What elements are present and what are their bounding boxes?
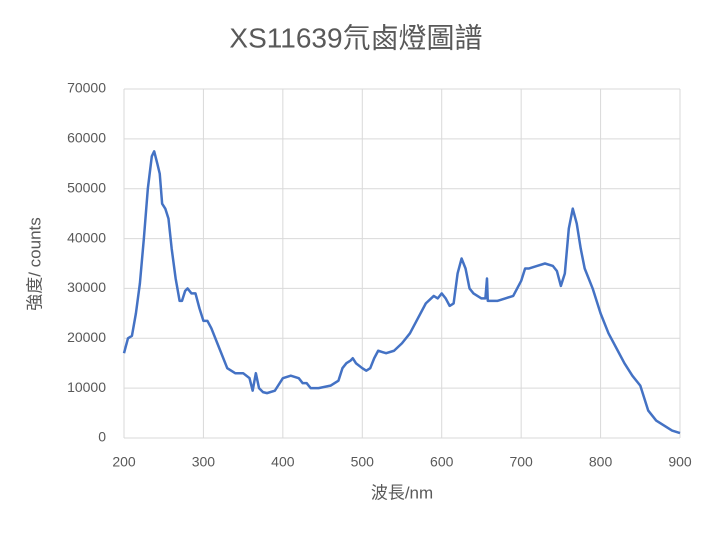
x-tick-label: 300	[192, 454, 216, 470]
y-tick-label: 10000	[67, 379, 106, 395]
y-tick-label: 30000	[67, 279, 106, 295]
y-tick-label: 20000	[67, 329, 106, 345]
chart-title: XS11639氘鹵燈圖譜	[229, 22, 482, 53]
y-tick-label: 0	[98, 429, 106, 445]
x-tick-label: 900	[668, 454, 692, 470]
y-tick-label: 50000	[67, 179, 106, 195]
x-tick-label: 400	[271, 454, 295, 470]
x-axis-title: 波長/nm	[371, 483, 433, 502]
x-tick-label: 700	[509, 454, 533, 470]
x-tick-label: 800	[589, 454, 613, 470]
x-tick-label: 200	[112, 454, 136, 470]
x-tick-label: 500	[351, 454, 375, 470]
y-tick-label: 60000	[67, 130, 106, 146]
y-tick-label: 40000	[67, 229, 106, 245]
y-axis-title: 強度/ counts	[25, 217, 44, 311]
x-tick-label: 600	[430, 454, 454, 470]
y-tick-label: 70000	[67, 80, 106, 96]
data-line	[122, 150, 681, 435]
